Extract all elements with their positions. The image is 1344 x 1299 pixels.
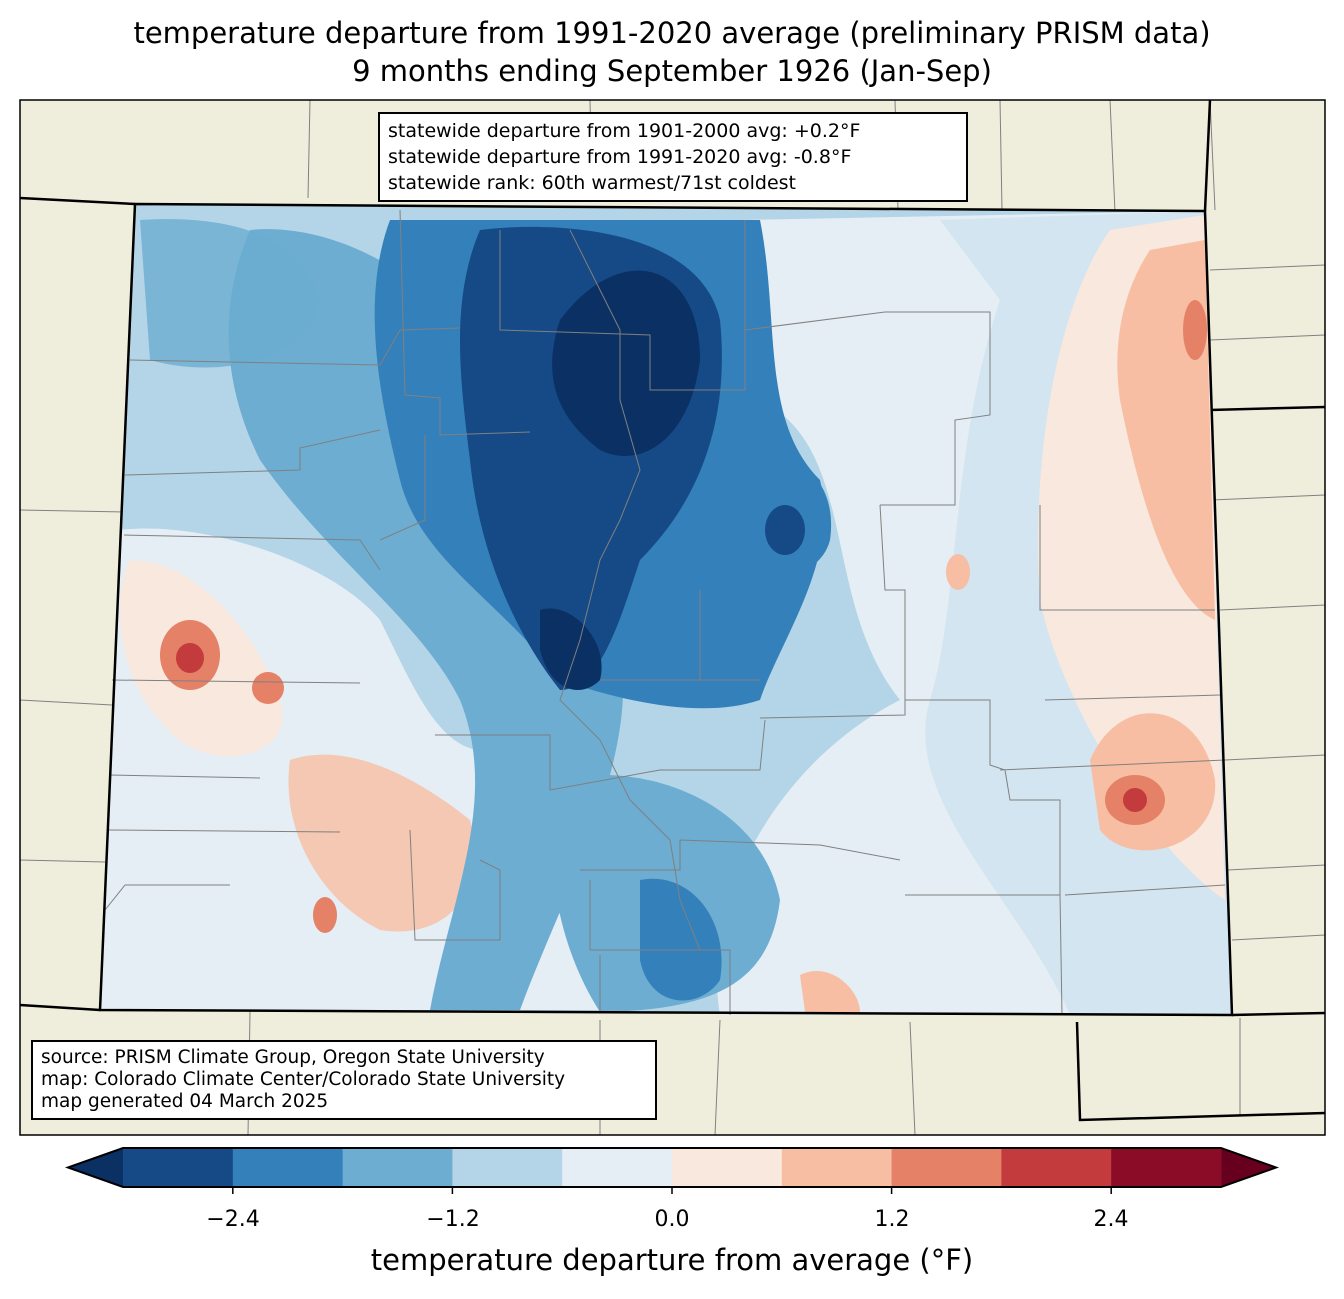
colorbar-bin	[452, 1148, 563, 1187]
colorbar-bin	[342, 1148, 453, 1187]
colorbar-outline	[65, 1147, 1279, 1188]
colorbar-bin	[1111, 1148, 1222, 1187]
stats-rank: statewide rank: 60th warmest/71st coldes…	[388, 172, 797, 194]
colorbar-extend-high	[1221, 1148, 1276, 1187]
colorbar-tick-label: −1.2	[426, 1207, 480, 1232]
source-line: source: PRISM Climate Group, Oregon Stat…	[41, 1047, 545, 1068]
colorbar-bin	[232, 1148, 344, 1187]
colorbar-label: temperature departure from average (°F)	[370, 1243, 974, 1277]
colorbar-bin	[672, 1148, 783, 1187]
map-subtitle: 9 months ending September 1926 (Jan-Sep)	[352, 54, 992, 88]
stats-departure-1901-2000: statewide departure from 1901-2000 avg: …	[388, 120, 861, 142]
map-frame	[19, 99, 1326, 1136]
colorbar-extend-low	[68, 1148, 123, 1187]
colorbar-tick-label: −2.4	[206, 1207, 260, 1232]
county-lines	[104, 209, 1226, 1016]
map-title: temperature departure from 1991-2020 ave…	[133, 16, 1211, 50]
colorbar-bin	[781, 1148, 893, 1187]
colorbar-tick-label: 1.2	[874, 1207, 910, 1232]
colorado-border	[98, 202, 1234, 1017]
colorbar-tick-label: 2.4	[1093, 1207, 1129, 1232]
statewide-stats-box: statewide departure from 1901-2000 avg: …	[378, 112, 968, 202]
stats-departure-1991-2020: statewide departure from 1991-2020 avg: …	[388, 146, 852, 168]
state-borders	[19, 99, 1326, 1122]
colorbar-tick-label: 0.0	[654, 1207, 690, 1232]
map-credit-line: map: Colorado Climate Center/Colorado St…	[41, 1069, 566, 1090]
colorbar-bin	[1001, 1148, 1112, 1187]
colorbar-bin	[562, 1148, 673, 1187]
source-box: source: PRISM Climate Group, Oregon Stat…	[31, 1040, 657, 1120]
colorbar	[65, 1147, 1279, 1194]
temperature-contours	[100, 211, 1232, 1015]
colorbar-bin	[123, 1148, 234, 1187]
colorbar-bin	[891, 1148, 1002, 1187]
generated-date-line: map generated 04 March 2025	[41, 1091, 329, 1112]
